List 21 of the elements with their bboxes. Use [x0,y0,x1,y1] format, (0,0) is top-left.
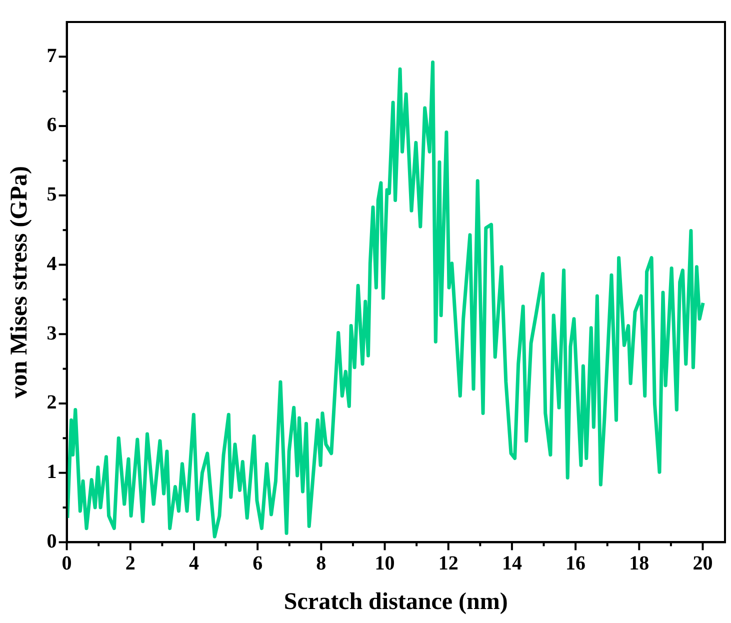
y-tick-label: 5 [46,184,57,206]
y-tick-label: 2 [46,392,57,414]
x-tick-label: 20 [692,552,713,574]
y-tick-label: 3 [46,322,57,344]
x-tick-label: 4 [188,552,199,574]
y-axis-title: von Mises stress (GPa) [6,166,33,398]
x-tick-label: 14 [502,552,522,574]
x-tick-label: 18 [629,552,650,574]
x-axis-title: Scratch distance (nm) [284,588,508,615]
x-tick-label: 6 [252,552,263,574]
x-tick-label: 12 [438,552,458,574]
y-tick-label: 4 [46,252,57,275]
y-tick-label: 6 [46,114,57,136]
x-tick-label: 10 [374,552,395,574]
x-tick-label: 0 [62,552,72,574]
x-tick-label: 2 [125,552,136,574]
y-tick-label: 7 [46,44,57,67]
x-tick-label: 8 [316,552,326,574]
x-tick-label: 16 [566,552,586,574]
y-tick-label: 1 [46,461,57,484]
y-tick-label: 0 [46,530,57,552]
